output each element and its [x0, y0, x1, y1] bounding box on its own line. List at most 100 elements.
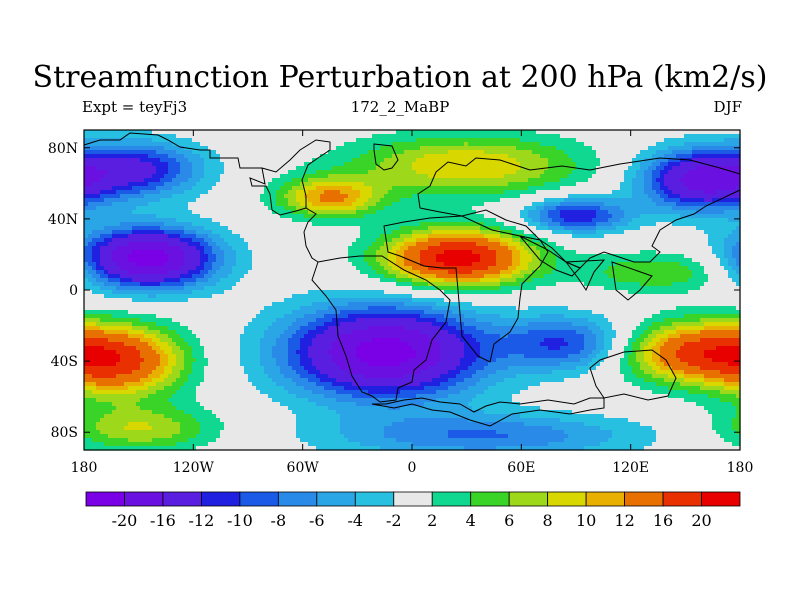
field-cell — [88, 154, 93, 159]
field-cell — [244, 178, 249, 183]
field-cell — [496, 202, 501, 207]
field-cell — [412, 246, 417, 251]
field-cell — [660, 206, 665, 211]
field-cell — [236, 202, 241, 207]
field-cell — [160, 170, 165, 175]
field-cell — [192, 154, 197, 159]
field-cell — [88, 182, 93, 187]
field-cell — [104, 194, 109, 199]
field-cell — [736, 234, 741, 239]
field-cell — [568, 238, 573, 243]
field-cell — [512, 134, 517, 139]
field-cell — [716, 194, 721, 199]
field-cell — [136, 162, 141, 167]
field-cell — [204, 178, 209, 183]
field-cell — [732, 186, 737, 191]
field-cell — [444, 210, 449, 215]
field-cell — [376, 214, 381, 219]
field-cell — [536, 218, 541, 223]
field-cell — [664, 190, 669, 195]
field-cell — [452, 154, 457, 159]
field-cell — [544, 214, 549, 219]
field-cell — [132, 206, 137, 211]
field-cell — [172, 178, 177, 183]
field-cell — [548, 182, 553, 187]
field-cell — [412, 202, 417, 207]
field-cell — [312, 190, 317, 195]
field-cell — [92, 134, 97, 139]
field-cell — [104, 134, 109, 139]
field-cell — [312, 226, 317, 231]
field-cell — [148, 222, 153, 227]
field-cell — [320, 218, 325, 223]
field-cell — [104, 186, 109, 191]
field-cell — [476, 230, 481, 235]
field-cell — [716, 150, 721, 155]
field-cell — [308, 194, 313, 199]
field-cell — [676, 138, 681, 143]
field-cell — [404, 206, 409, 211]
field-cell — [300, 170, 305, 175]
field-cell — [728, 226, 733, 231]
field-cell — [692, 146, 697, 151]
field-cell — [716, 178, 721, 183]
field-cell — [644, 182, 649, 187]
field-cell — [184, 230, 189, 235]
field-cell — [96, 242, 101, 247]
field-cell — [688, 150, 693, 155]
field-cell — [628, 154, 633, 159]
field-cell — [528, 214, 533, 219]
field-cell — [320, 226, 325, 231]
field-cell — [152, 210, 157, 215]
field-cell — [572, 178, 577, 183]
field-cell — [632, 142, 637, 147]
field-cell — [656, 226, 661, 231]
field-cell — [716, 142, 721, 147]
field-cell — [296, 242, 301, 247]
field-cell — [468, 166, 473, 171]
field-cell — [220, 166, 225, 171]
field-cell — [200, 242, 205, 247]
field-cell — [92, 198, 97, 203]
field-cell — [224, 134, 229, 139]
field-cell — [196, 146, 201, 151]
field-cell — [408, 130, 413, 135]
field-cell — [608, 210, 613, 215]
field-cell — [492, 206, 497, 211]
field-cell — [500, 174, 505, 179]
field-cell — [424, 182, 429, 187]
field-cell — [140, 130, 145, 135]
field-cell — [684, 238, 689, 243]
field-cell — [248, 150, 253, 155]
field-cell — [496, 170, 501, 175]
field-cell — [232, 226, 237, 231]
field-cell — [228, 154, 233, 159]
field-cell — [512, 202, 517, 207]
field-cell — [212, 154, 217, 159]
field-cell — [456, 198, 461, 203]
field-cell — [164, 198, 169, 203]
field-cell — [508, 246, 513, 251]
field-cell — [528, 242, 533, 247]
field-cell — [248, 194, 253, 199]
field-cell — [348, 146, 353, 151]
field-cell — [328, 238, 333, 243]
field-cell — [688, 226, 693, 231]
field-cell — [500, 146, 505, 151]
field-cell — [188, 230, 193, 235]
field-cell — [532, 210, 537, 215]
field-cell — [364, 134, 369, 139]
field-cell — [724, 242, 729, 247]
field-cell — [356, 130, 361, 135]
field-cell — [188, 242, 193, 247]
field-cell — [696, 142, 701, 147]
field-cell — [528, 218, 533, 223]
field-cell — [400, 226, 405, 231]
field-cell — [648, 182, 653, 187]
field-cell — [300, 182, 305, 187]
field-cell — [536, 242, 541, 247]
field-cell — [168, 186, 173, 191]
field-cell — [480, 218, 485, 223]
field-cell — [320, 142, 325, 147]
field-cell — [528, 154, 533, 159]
